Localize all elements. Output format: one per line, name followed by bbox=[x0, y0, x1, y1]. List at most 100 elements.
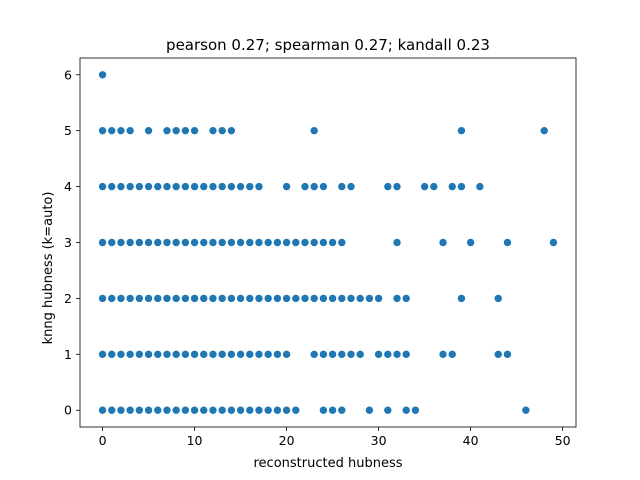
data-point bbox=[208, 238, 218, 247]
data-point bbox=[171, 182, 181, 191]
data-point bbox=[153, 350, 163, 359]
data-point bbox=[236, 405, 245, 415]
data-point bbox=[107, 238, 117, 247]
data-point bbox=[337, 182, 347, 191]
x-tick-label: 20 bbox=[279, 433, 295, 448]
data-point bbox=[263, 405, 273, 415]
data-point bbox=[116, 126, 126, 135]
data-point bbox=[374, 350, 383, 359]
data-point bbox=[319, 294, 328, 303]
data-point bbox=[217, 405, 227, 415]
data-point bbox=[392, 294, 402, 303]
data-point bbox=[539, 126, 549, 135]
data-point bbox=[420, 182, 429, 191]
data-point bbox=[503, 238, 512, 247]
data-point bbox=[282, 294, 291, 303]
data-point bbox=[116, 294, 126, 303]
y-tick-label: 5 bbox=[64, 123, 72, 138]
data-point bbox=[254, 405, 264, 415]
data-point bbox=[438, 350, 448, 359]
data-point bbox=[383, 350, 393, 359]
data-point bbox=[521, 405, 531, 415]
data-point bbox=[107, 405, 117, 415]
data-point bbox=[144, 238, 153, 247]
data-point bbox=[171, 350, 181, 359]
data-point bbox=[291, 405, 301, 415]
data-point bbox=[282, 405, 291, 415]
data-point bbox=[227, 238, 236, 247]
data-point bbox=[475, 182, 485, 191]
data-point bbox=[227, 126, 236, 135]
data-point bbox=[254, 294, 264, 303]
data-point bbox=[171, 238, 181, 247]
data-point bbox=[346, 182, 356, 191]
data-point bbox=[199, 405, 209, 415]
data-point bbox=[254, 182, 264, 191]
y-tick-label: 3 bbox=[64, 235, 72, 250]
data-point bbox=[337, 294, 347, 303]
data-point bbox=[328, 294, 337, 303]
data-point bbox=[181, 126, 190, 135]
data-point bbox=[199, 294, 209, 303]
data-point bbox=[328, 350, 337, 359]
data-point bbox=[337, 238, 347, 247]
data-point bbox=[107, 126, 117, 135]
data-point bbox=[429, 182, 439, 191]
data-point bbox=[254, 238, 264, 247]
data-point bbox=[162, 405, 172, 415]
data-point bbox=[337, 350, 347, 359]
data-point bbox=[245, 405, 255, 415]
data-point bbox=[125, 126, 135, 135]
data-point bbox=[98, 70, 107, 80]
x-axis-ticks: 0 10 20 30 40 50 bbox=[99, 427, 571, 448]
data-point bbox=[245, 350, 255, 359]
data-point bbox=[125, 405, 135, 415]
y-tick-label: 1 bbox=[64, 347, 72, 362]
data-point bbox=[273, 238, 282, 247]
data-point bbox=[493, 350, 503, 359]
data-point bbox=[98, 182, 107, 191]
data-point bbox=[457, 182, 466, 191]
data-point bbox=[227, 350, 236, 359]
data-point bbox=[245, 238, 255, 247]
data-point bbox=[355, 294, 365, 303]
data-point bbox=[503, 350, 512, 359]
data-point bbox=[309, 182, 319, 191]
data-point bbox=[107, 182, 117, 191]
data-point bbox=[227, 405, 236, 415]
data-point bbox=[208, 182, 218, 191]
data-point bbox=[217, 294, 227, 303]
data-point bbox=[346, 350, 356, 359]
data-point bbox=[171, 126, 181, 135]
data-point bbox=[217, 350, 227, 359]
data-point bbox=[549, 238, 558, 247]
data-point bbox=[181, 294, 190, 303]
data-point bbox=[208, 126, 218, 135]
data-point bbox=[135, 294, 144, 303]
data-point bbox=[199, 350, 209, 359]
data-point bbox=[300, 238, 310, 247]
data-point bbox=[217, 182, 227, 191]
data-point bbox=[282, 182, 291, 191]
data-point bbox=[162, 238, 172, 247]
x-tick-label: 10 bbox=[187, 433, 203, 448]
y-axis-ticks: 0 1 2 3 4 5 6 bbox=[64, 67, 80, 418]
data-point bbox=[199, 182, 209, 191]
data-point bbox=[153, 238, 163, 247]
data-point bbox=[392, 350, 402, 359]
data-point bbox=[300, 182, 310, 191]
data-point bbox=[309, 126, 319, 135]
data-point bbox=[217, 126, 227, 135]
data-point bbox=[190, 126, 199, 135]
data-point bbox=[107, 350, 117, 359]
data-point bbox=[401, 294, 411, 303]
data-point bbox=[171, 405, 181, 415]
data-point bbox=[319, 182, 328, 191]
data-point bbox=[144, 350, 153, 359]
data-point bbox=[236, 238, 245, 247]
data-point bbox=[263, 294, 273, 303]
data-point bbox=[328, 405, 337, 415]
data-point bbox=[162, 294, 172, 303]
x-tick-label: 50 bbox=[555, 433, 571, 448]
